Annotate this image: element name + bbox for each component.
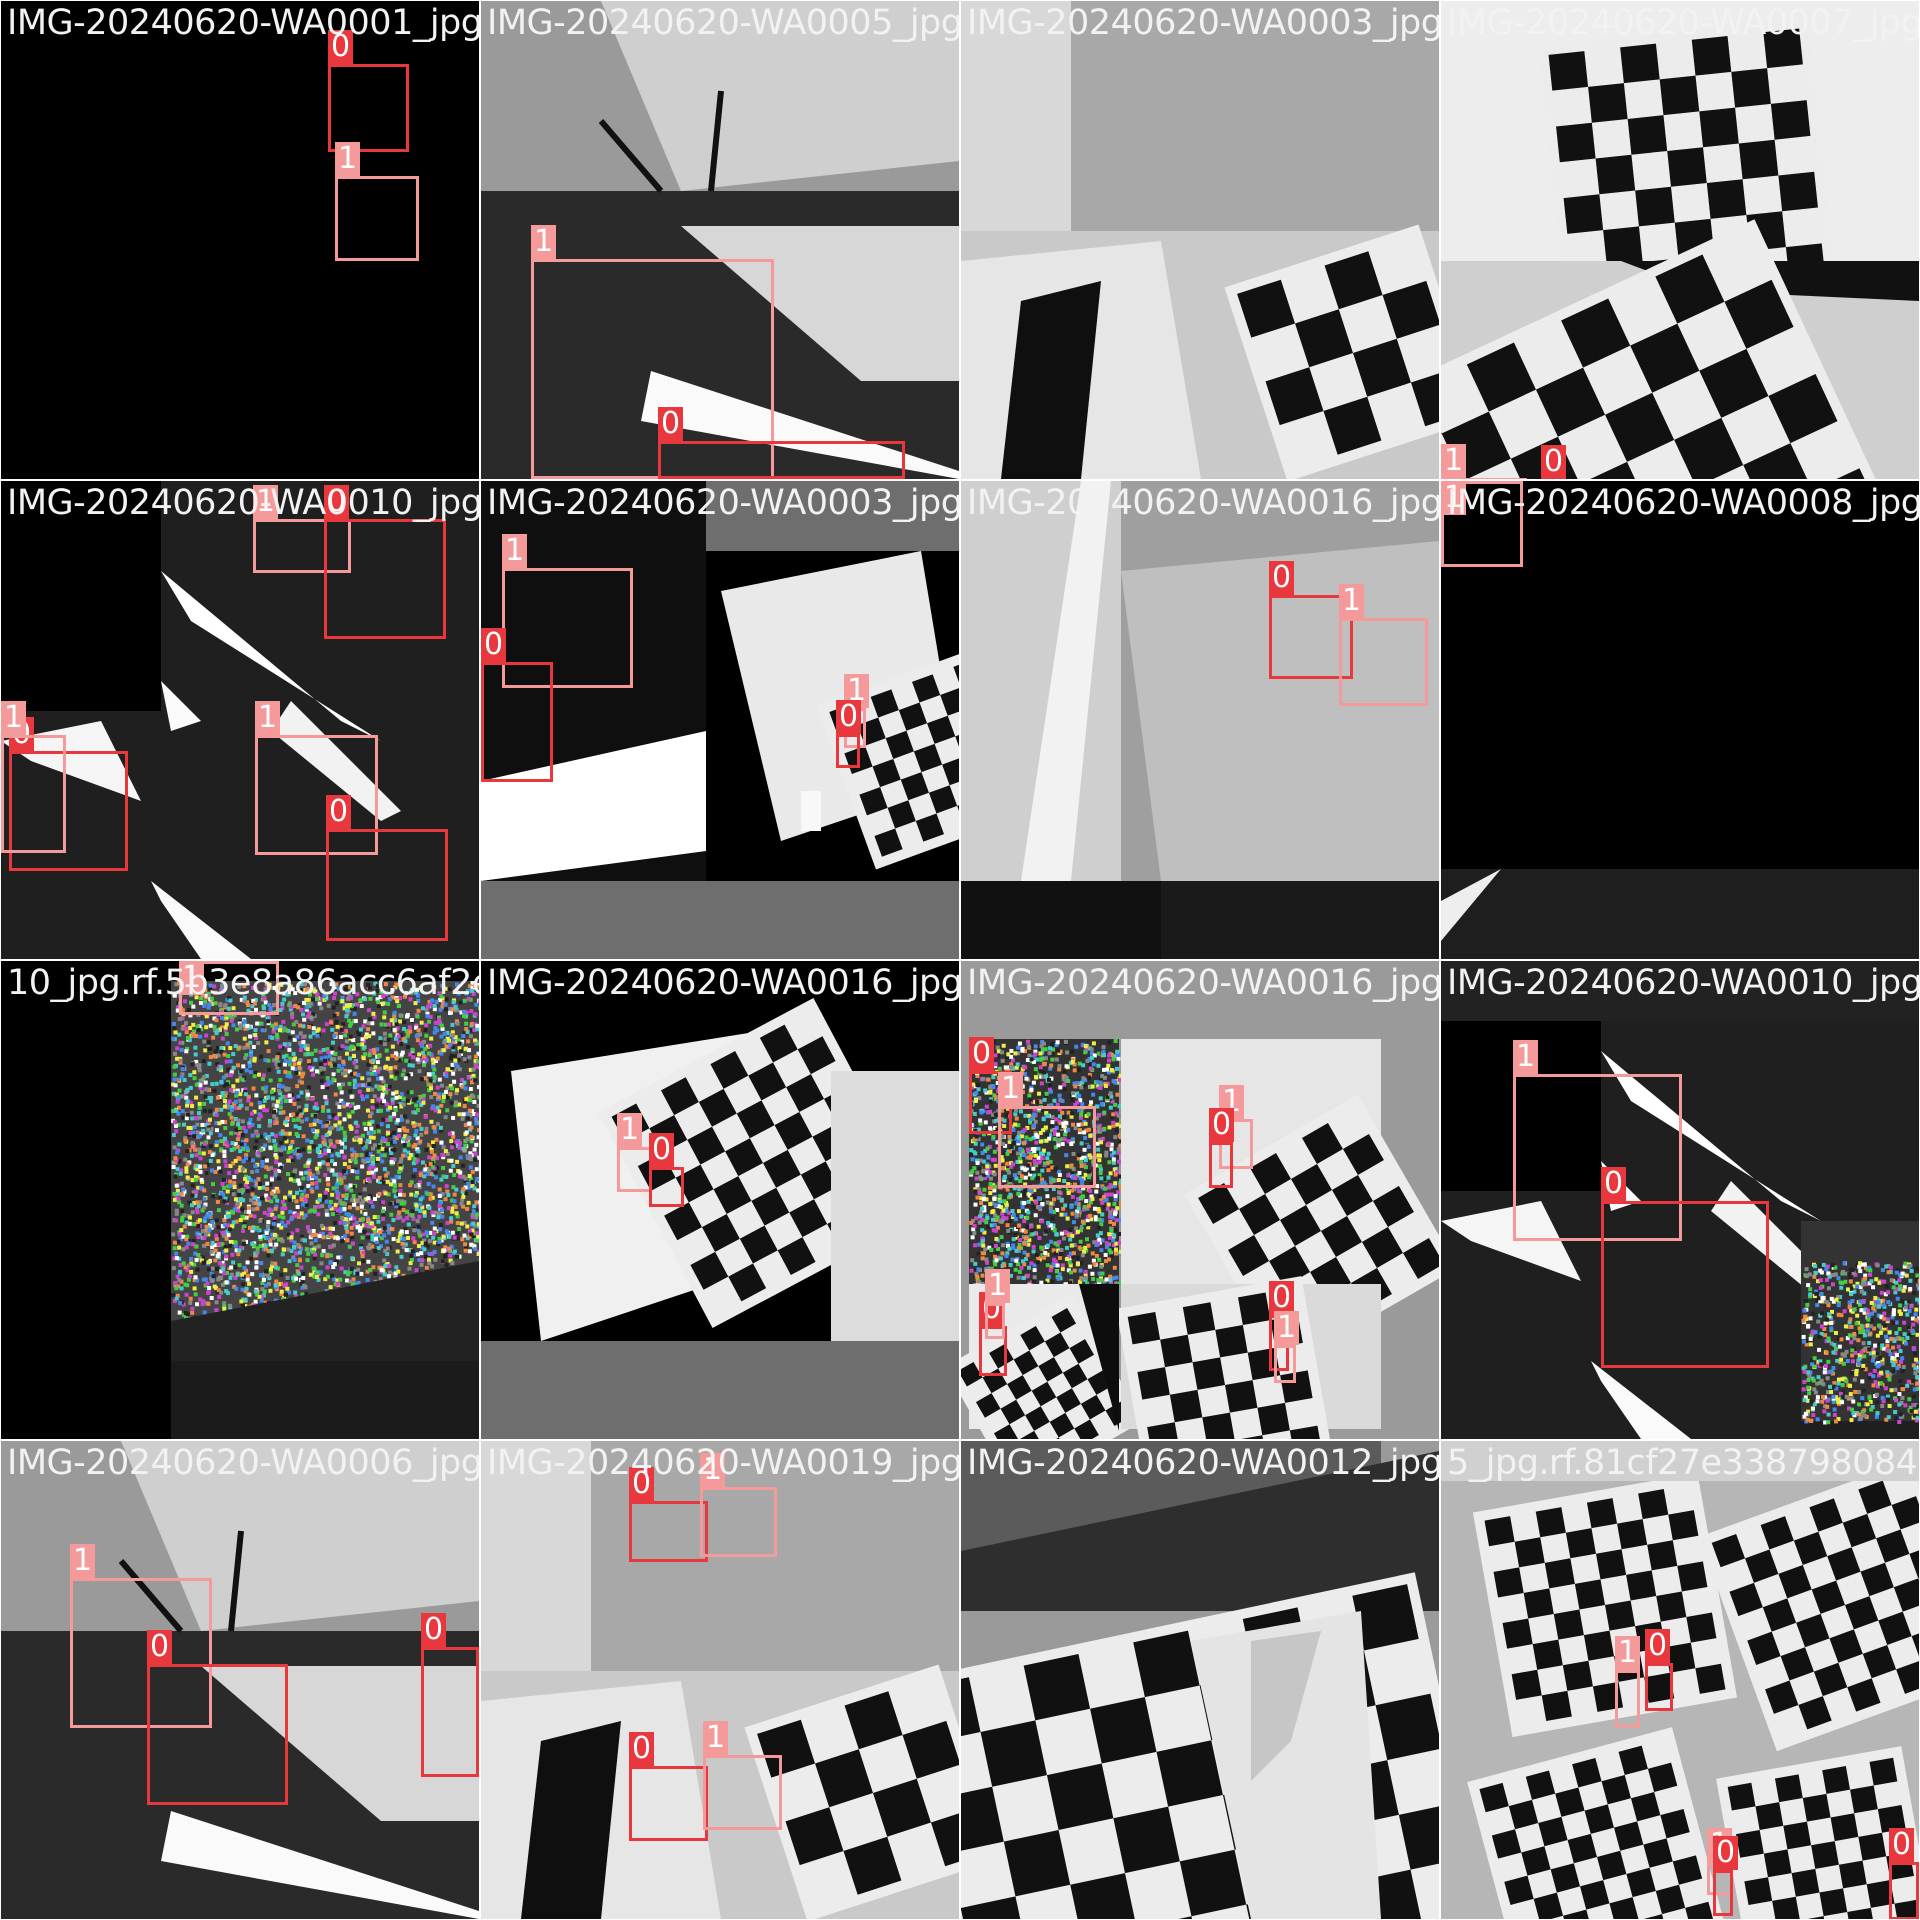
- detection-box: [1339, 618, 1428, 706]
- mosaic-tile: 1 0 IMG-20240620-WA0010_jpg: [1441, 961, 1919, 1439]
- mosaic-tile: 100101IMG-20240620-WA0010_jpg: [1, 481, 479, 959]
- class-label: 1: [998, 1072, 1023, 1106]
- class-label: 0: [326, 795, 351, 829]
- mosaic-tile: 1 0 IMG-20240620-WA0016_jpg: [481, 961, 959, 1439]
- mosaic-tile: IMG-20240620-WA0012_jpg: [961, 1441, 1439, 1919]
- detection-box: [1, 735, 66, 853]
- detection-box: [700, 1487, 777, 1557]
- tile-image: [481, 961, 959, 1439]
- tile-filename: 10_jpg.rf.5b3e8a86acc6af2e7f3e5f0ff33309…: [7, 961, 479, 1005]
- class-label: 1: [1339, 584, 1364, 618]
- mosaic-tile: 1 IMG-20240620-WA0008_jpg: [1441, 481, 1919, 959]
- tile-filename: IMG-20240620-WA0005_jpg: [487, 1, 959, 45]
- tile-filename: IMG-20240620-WA0016_jpg: [487, 961, 959, 1005]
- class-label: 0: [836, 700, 861, 734]
- detection-box: [985, 1303, 1005, 1339]
- class-label: 0: [969, 1037, 994, 1071]
- detection-box: [1615, 1670, 1640, 1728]
- class-label: 1: [703, 1721, 728, 1755]
- class-label: 0: [1889, 1828, 1914, 1862]
- mosaic-tile: 0 1 1 0 0 1 0 1 IMG-20240620-WA0016_jpg: [961, 961, 1439, 1439]
- detection-box: [1713, 1870, 1733, 1916]
- class-label: 0: [1713, 1836, 1738, 1870]
- detection-box: [1209, 1142, 1233, 1188]
- tile-image: [1, 961, 479, 1439]
- class-label: 1: [1274, 1311, 1299, 1345]
- detection-box: [326, 829, 448, 941]
- tile-filename: IMG-20240620-WA0016_jpg: [967, 961, 1439, 1005]
- class-label: 0: [147, 1630, 172, 1664]
- detection-box: [629, 1766, 708, 1841]
- detection-box: [1601, 1201, 1769, 1368]
- class-label: 1: [502, 534, 527, 568]
- detection-box: [421, 1647, 479, 1777]
- tile-image: [961, 1441, 1439, 1919]
- mosaic-tile: 101005_jpg.rf.81cf27e338798084c74d2: [1441, 1441, 1919, 1919]
- class-label: 0: [1645, 1629, 1670, 1663]
- class-label: 1: [255, 701, 280, 735]
- tile-filename: IMG-20240620-WA0003_jpg: [487, 481, 959, 525]
- tile-filename: IMG-20240620-WA0012_jpg: [967, 1441, 1439, 1485]
- class-label: 1: [70, 1544, 95, 1578]
- detection-box: [481, 662, 553, 782]
- detection-box: [836, 734, 860, 768]
- class-label: 1: [1, 701, 26, 735]
- detection-box: [1274, 1345, 1296, 1383]
- class-label: 1: [1513, 1040, 1538, 1074]
- class-label: 0: [649, 1133, 674, 1167]
- class-label: 0: [481, 628, 506, 662]
- mosaic-tile: 110_jpg.rf.5b3e8a86acc6af2e7f3e5f0ff3330…: [1, 961, 479, 1439]
- mosaic-tile: 1 0 1 0 IMG-20240620-WA0003_jpg: [481, 481, 959, 959]
- mosaic-tile: 0 1 IMG-20240620-WA0001_jpg: [1, 1, 479, 479]
- tile-filename: IMG-20240620-WA0008_jpg: [1447, 481, 1919, 525]
- detection-box: [629, 1501, 708, 1562]
- mosaic-tile: 0 1 0 1 IMG-20240620-WA0019_jpg: [481, 1441, 959, 1919]
- mosaic-tile: 1 0 IMG-20240620-WA0005_jpg: [481, 1, 959, 479]
- tile-filename: IMG-20240620-WA0010_jpg: [1447, 961, 1919, 1005]
- detection-box: [658, 441, 905, 479]
- mosaic-tile: IMG-20240620-WA0003_jpg: [961, 1, 1439, 479]
- class-label: 1: [1441, 444, 1466, 478]
- class-label: 0: [629, 1732, 654, 1766]
- detection-box: [1645, 1663, 1673, 1711]
- mosaic-tile: 1 0 IMG-20240620-WA0007_jpg: [1441, 1, 1919, 479]
- detection-box: [147, 1664, 288, 1805]
- tile-filename: IMG-20240620-WA0001_jpg: [7, 1, 479, 45]
- class-label: 0: [658, 407, 683, 441]
- tile-filename: IMG-20240620-WA0003_jpg: [967, 1, 1439, 45]
- class-label: 0: [421, 1613, 446, 1647]
- mosaic-tile: 0 1 IMG-20240620-WA0016_jpg: [961, 481, 1439, 959]
- detection-box: [703, 1755, 782, 1830]
- detection-box: [328, 64, 409, 152]
- tile-image: [1441, 1441, 1919, 1919]
- class-label: 1: [335, 142, 360, 176]
- detection-box: [617, 1147, 652, 1192]
- detection-box: [1441, 478, 1527, 479]
- tile-filename: IMG-20240620-WA0010_jpg: [7, 481, 479, 525]
- class-label: 0: [1269, 561, 1294, 595]
- detection-box: [335, 176, 419, 261]
- tile-filename: IMG-20240620-WA0006_jpg: [7, 1441, 479, 1485]
- class-label: 0: [1209, 1108, 1234, 1142]
- tile-filename: 5_jpg.rf.81cf27e338798084c74d2: [1447, 1441, 1919, 1485]
- tile-image: [1441, 1, 1919, 479]
- detection-box: [1889, 1862, 1919, 1919]
- tile-image: [961, 961, 1439, 1439]
- detection-box: [649, 1167, 684, 1207]
- class-label: 0: [1541, 445, 1566, 479]
- tile-filename: IMG-20240620-WA0016_jpg: [967, 481, 1439, 525]
- tile-image: [961, 1, 1439, 479]
- class-label: 1: [617, 1113, 642, 1147]
- class-label: 1: [985, 1269, 1010, 1303]
- tile-image: [961, 481, 1439, 959]
- detection-box: [998, 1106, 1096, 1188]
- class-label: 1: [1615, 1636, 1640, 1670]
- class-label: 0: [1601, 1167, 1626, 1201]
- tile-filename: IMG-20240620-WA0007_jpg: [1447, 1, 1919, 45]
- tile-filename: IMG-20240620-WA0019_jpg: [487, 1441, 959, 1485]
- class-label: 1: [531, 225, 556, 259]
- detection-box: [324, 519, 446, 639]
- mosaic-tile: 1 0 0 IMG-20240620-WA0006_jpg: [1, 1441, 479, 1919]
